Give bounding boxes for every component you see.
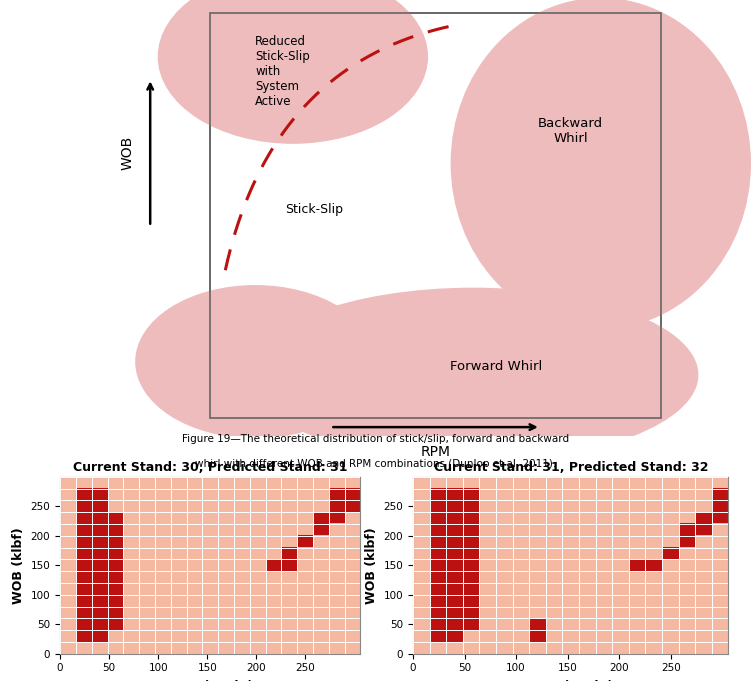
Text: whirl with different WOB and RPM combinations (Dunlop et al. 2011).: whirl with different WOB and RPM combina…	[195, 459, 556, 469]
Title: Current Stand: 30, Predicted Stand: 31: Current Stand: 30, Predicted Stand: 31	[73, 461, 348, 474]
Ellipse shape	[158, 0, 428, 144]
Y-axis label: WOB (klbf): WOB (klbf)	[12, 527, 25, 603]
Ellipse shape	[248, 287, 698, 462]
Text: Figure 19—The theoretical distribution of stick/slip, forward and backward: Figure 19—The theoretical distribution o…	[182, 434, 569, 445]
Bar	[210, 13, 661, 418]
X-axis label: RPM (c/min): RPM (c/min)	[528, 679, 614, 681]
Text: Forward Whirl: Forward Whirl	[450, 360, 541, 373]
Y-axis label: WOB (klbf): WOB (klbf)	[365, 527, 378, 603]
Text: RPM: RPM	[421, 445, 451, 458]
Ellipse shape	[451, 0, 751, 329]
Text: Backward
Whirl: Backward Whirl	[538, 116, 603, 145]
Text: Reduced
Stick-Slip
with
System
Active: Reduced Stick-Slip with System Active	[255, 35, 310, 108]
Title: Current Stand: 31, Predicted Stand: 32: Current Stand: 31, Predicted Stand: 32	[433, 461, 708, 474]
X-axis label: RPM (c/min): RPM (c/min)	[167, 679, 253, 681]
Ellipse shape	[135, 285, 376, 439]
Bar	[210, 13, 661, 418]
Text: WOB: WOB	[121, 136, 134, 170]
Text: Stick-Slip: Stick-Slip	[285, 203, 343, 216]
